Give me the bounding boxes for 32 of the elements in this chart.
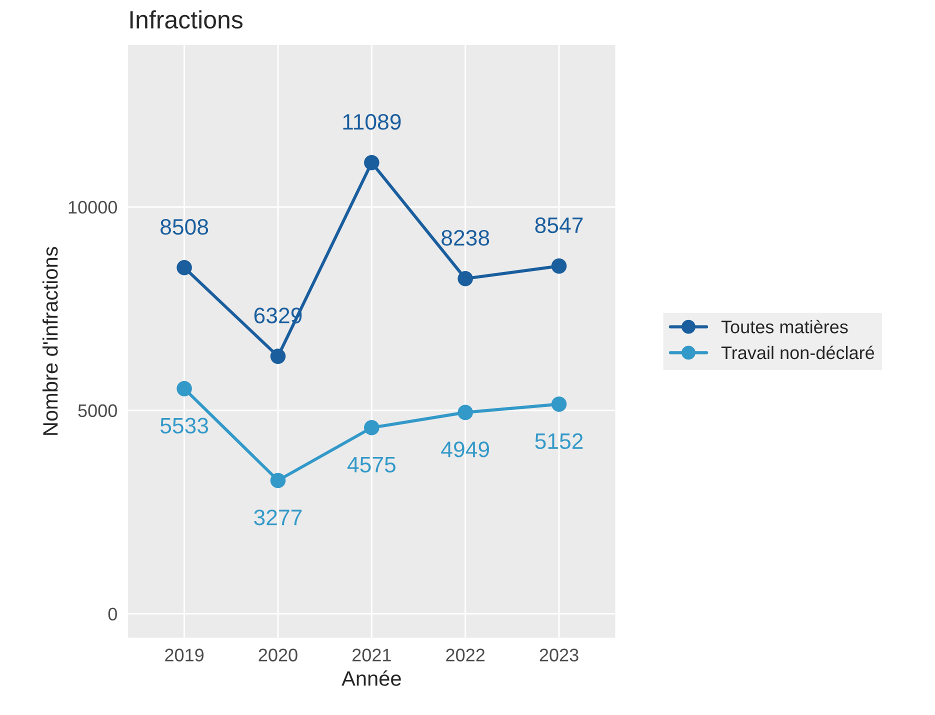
- point: [458, 271, 473, 286]
- y-tick-label: 10000: [68, 200, 117, 214]
- y-tick-label: 5000: [78, 404, 117, 418]
- point: [176, 381, 192, 396]
- point: [458, 404, 473, 420]
- data-label: 11089: [343, 114, 401, 130]
- chart-title: Infractions: [130, 10, 243, 29]
- data-label: 4949: [441, 442, 490, 458]
- x-tick-label: 2020: [258, 648, 298, 662]
- x-axis-title: Année: [342, 670, 401, 686]
- data-label: 5152: [535, 433, 583, 450]
- x-tick-label: 2023: [540, 648, 578, 662]
- x-tick-label: 2022: [446, 648, 485, 662]
- point: [270, 348, 286, 364]
- point: [364, 420, 380, 436]
- point: [364, 155, 380, 170]
- legend-label: Travail non-déclaré: [721, 346, 874, 360]
- point: [176, 260, 192, 276]
- y-tick-label: 0: [108, 608, 117, 620]
- data-label: 4575: [347, 457, 396, 473]
- y-axis-title: Nombre d'infractions: [42, 246, 58, 435]
- data-label: 8508: [160, 218, 208, 235]
- point: [551, 396, 567, 412]
- data-label: 8238: [442, 230, 490, 246]
- x-tick-label: 2019: [165, 648, 204, 662]
- data-label: 8547: [535, 217, 583, 234]
- x-tick-label: 2021: [352, 648, 391, 662]
- point: [551, 258, 567, 274]
- legend-label: Toutes matières: [721, 320, 848, 334]
- data-label: 3277: [254, 510, 302, 526]
- point: [270, 472, 286, 488]
- data-label: 5533: [160, 418, 208, 434]
